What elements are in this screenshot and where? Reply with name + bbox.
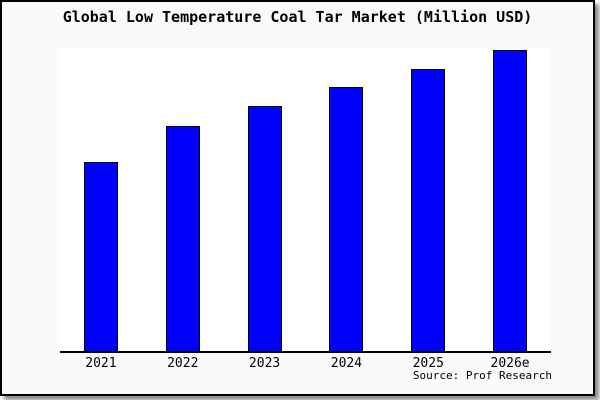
x-axis-line: [60, 351, 551, 353]
x-tick-label-2022: 2022: [167, 356, 199, 371]
source-label: Source: Prof Research: [412, 369, 552, 382]
bar-2025: [411, 69, 446, 351]
x-tick-label-2024: 2024: [330, 356, 363, 371]
x-tick-label-2021: 2021: [85, 356, 117, 371]
bar-2021: [83, 162, 118, 351]
x-tick-label-2023: 2023: [248, 356, 281, 371]
x-tick-label-2025: 2025: [412, 356, 444, 371]
x-tick-label-2026e: 2026e: [490, 356, 530, 371]
bar-2024: [329, 87, 364, 351]
plot-area: [60, 48, 551, 351]
bar-2026e: [493, 50, 528, 351]
chart-title: Global Low Temperature Coal Tar Market (…: [62, 8, 533, 26]
bar-2022: [165, 126, 200, 351]
bar-2023: [247, 106, 282, 351]
x-axis-labels: 2021 2022 2023 2024 2025 2026e: [60, 356, 551, 372]
